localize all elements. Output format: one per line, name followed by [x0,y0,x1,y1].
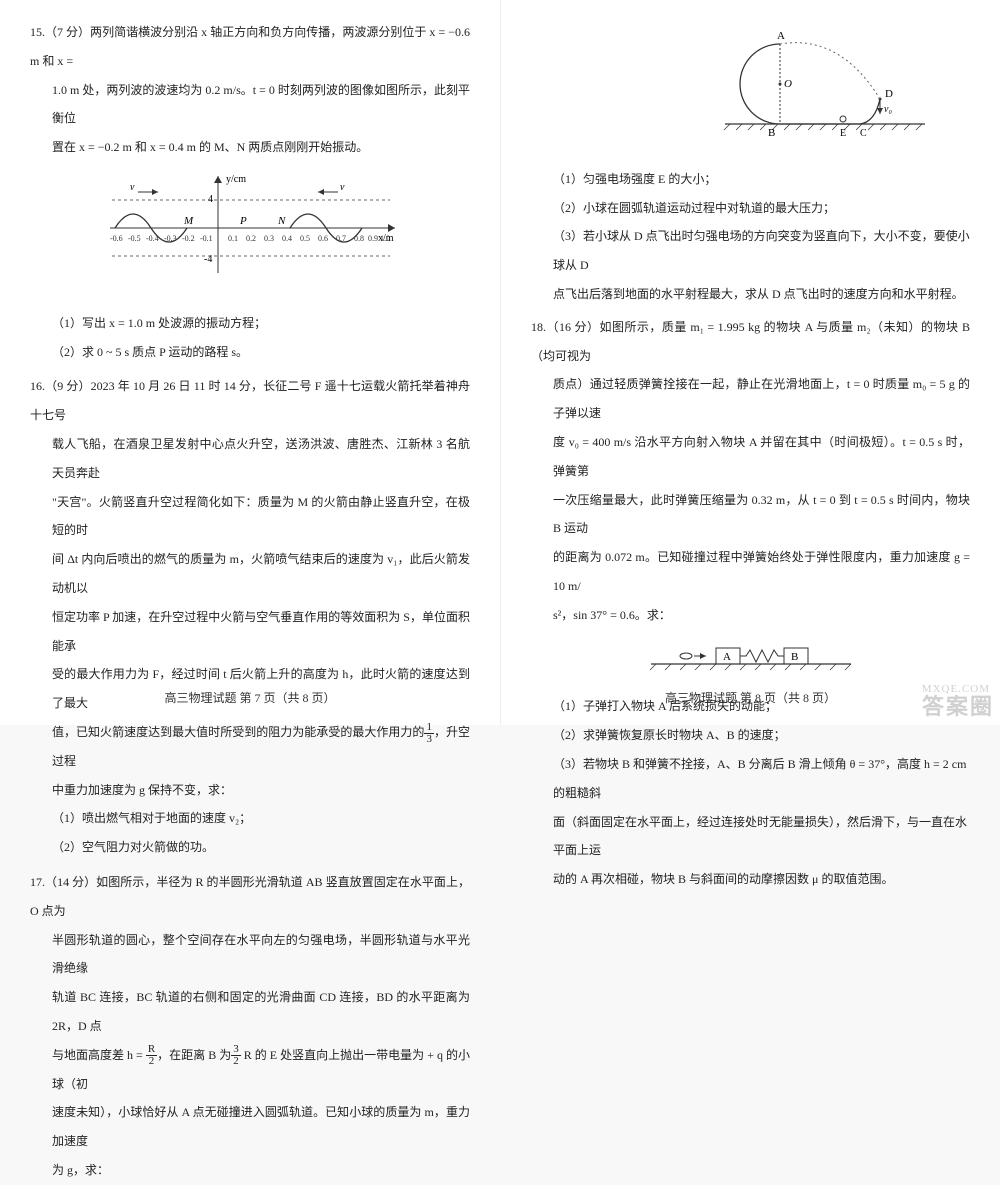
q17-s3b: 点飞出后落到地面的水平射程最大，求从 D 点飞出时的速度方向和水平射程。 [531,280,970,309]
q16-l7a: 值，已知火箭速度达到最大值时所受到的阻力为能承受的最大作用力的 [52,725,424,739]
fraction-1-3: 13 [424,722,434,745]
svg-text:-0.1: -0.1 [200,234,213,243]
svg-text:O: O [784,78,792,90]
q18-l2: 质点）通过轻质弹簧拴接在一起，静止在光滑地面上，t = 0 时质量 m₀ = 5… [531,370,970,428]
svg-text:-0.6: -0.6 [110,234,123,243]
page-right: O A B D C E v₀ （1）匀强电场强度 E 的大小； （2）小球在圆弧… [500,0,1000,725]
svg-text:v: v [340,182,345,193]
svg-text:0.5: 0.5 [300,234,310,243]
q16-l4: 间 Δt 内向后喷出的燃气的质量为 m，火箭喷气结束后的速度为 v₁，此后火箭发… [30,545,470,603]
spring-figure: A B [531,636,970,683]
svg-text:-0.3: -0.3 [164,234,177,243]
svg-text:B: B [768,127,775,139]
footer-right: 高三物理试题 第 8 页（共 8 页） [501,684,1000,713]
q18-s3: （3）若物块 B 和弹簧不拴接，A、B 分离后 B 滑上倾角 θ = 37°，高… [531,750,970,808]
q17-l2: 半圆形轨道的圆心，整个空间存在水平向左的匀强电场，半圆形轨道与水平光滑绝缘 [30,926,470,984]
q15-sub2: （2）求 0 ~ 5 s 质点 P 运动的路程 s。 [30,338,470,367]
q15-line3: 置在 x = −0.2 m 和 x = 0.4 m 的 M、N 两质点刚刚开始振… [30,133,470,162]
q17-s3: （3）若小球从 D 点飞出时匀强电场的方向突变为竖直向下，大小不变，要使小球从 … [531,222,970,280]
question-17: 17.（14 分）如图所示，半径为 R 的半圆形光滑轨道 AB 竖直放置固定在水… [30,868,470,1185]
svg-text:1.0: 1.0 [380,234,390,243]
svg-text:0.2: 0.2 [246,234,256,243]
q17-l1: 17.（14 分）如图所示，半径为 R 的半圆形光滑轨道 AB 竖直放置固定在水… [30,868,470,926]
q18-l5: 的距离为 0.072 m。已知碰撞过程中弹簧始终处于弹性限度内，重力加速度 g … [531,543,970,601]
q18-l3: 度 v₀ = 400 m/s 沿水平方向射入物块 A 并留在其中（时间极短）。t… [531,428,970,486]
question-16: 16.（9 分）2023 年 10 月 26 日 11 时 14 分，长征二号 … [30,372,470,862]
svg-text:y/cm: y/cm [226,174,246,185]
fraction-R-2: R2 [146,1044,157,1067]
arc-svg: O A B D C E v₀ [720,24,930,144]
svg-text:M: M [183,215,194,227]
q17-l4b: ，在距离 B 为 [157,1048,231,1062]
q16-s2: （2）空气阻力对火箭做的功。 [30,833,470,862]
q15-sub1: （1）写出 x = 1.0 m 处波源的振动方程； [30,309,470,338]
svg-text:0.3: 0.3 [264,234,274,243]
question-18: 18.（16 分）如图所示，质量 m₁ = 1.995 kg 的物块 A 与质量… [531,313,970,894]
svg-text:A: A [723,651,731,663]
svg-text:0.1: 0.1 [228,234,238,243]
wave-figure: y/cm x/m 4 -4 v v M P [30,168,470,299]
svg-text:E: E [840,128,846,139]
fraction-3-2: 32 [231,1044,241,1067]
q15-line2: 1.0 m 处，两列波的波速均为 0.2 m/s。t = 0 时刻两列波的图像如… [30,76,470,134]
svg-text:-0.5: -0.5 [128,234,141,243]
question-15: 15.（7 分）两列简谐横波分别沿 x 轴正方向和负方向传播，两波源分别位于 x… [30,18,470,366]
q17-s1: （1）匀强电场强度 E 的大小； [531,165,970,194]
q18-l1: 18.（16 分）如图所示，质量 m₁ = 1.995 kg 的物块 A 与质量… [531,313,970,371]
svg-text:-0.2: -0.2 [182,234,195,243]
q18-l4: 一次压缩量最大，此时弹簧压缩量为 0.32 m，从 t = 0 到 t = 0.… [531,486,970,544]
wave-svg: y/cm x/m 4 -4 v v M P [100,168,400,288]
q16-l3: "天宫"。火箭竖直升空过程简化如下：质量为 M 的火箭由静止竖直升空，在极短的时 [30,488,470,546]
q17-s2: （2）小球在圆弧轨道运动过程中对轨道的最大压力； [531,194,970,223]
svg-text:0.7: 0.7 [336,234,346,243]
svg-text:-0.4: -0.4 [146,234,159,243]
q17-l4: 与地面高度差 h = R2，在距离 B 为32 R 的 E 处竖直向上抛出一带电… [30,1041,470,1099]
svg-text:A: A [777,30,785,42]
svg-text:v: v [130,182,135,193]
svg-text:B: B [791,651,798,663]
q17-l6: 为 g，求： [30,1156,470,1185]
q16-l1: 16.（9 分）2023 年 10 月 26 日 11 时 14 分，长征二号 … [30,372,470,430]
q16-l8: 中重力加速度为 g 保持不变，求： [30,776,470,805]
svg-text:0.6: 0.6 [318,234,328,243]
svg-text:P: P [239,215,247,227]
q18-s3b: 面（斜面固定在水平面上，经过连接处时无能量损失），然后滑下，与一直在水平面上运 [531,808,970,866]
q16-s1: （1）喷出燃气相对于地面的速度 v₂； [30,804,470,833]
q16-l5: 恒定功率 P 加速，在升空过程中火箭与空气垂直作用的等效面积为 S，单位面积能承 [30,603,470,661]
svg-text:D: D [885,88,893,100]
arc-figure: O A B D C E v₀ [531,24,970,155]
spring-svg: A B [646,636,856,672]
svg-text:v₀: v₀ [884,104,892,115]
q18-s2: （2）求弹簧恢复原长时物块 A、B 的速度； [531,721,970,750]
q15-line1: 15.（7 分）两列简谐横波分别沿 x 轴正方向和负方向传播，两波源分别位于 x… [30,18,470,76]
q17-l4a: 与地面高度差 h = [52,1048,146,1062]
svg-text:N: N [277,215,286,227]
page-left: 15.（7 分）两列简谐横波分别沿 x 轴正方向和负方向传播，两波源分别位于 x… [0,0,500,725]
svg-text:0.8: 0.8 [354,234,364,243]
svg-text:4: 4 [208,194,213,205]
q16-l7: 值，已知火箭速度达到最大值时所受到的阻力为能承受的最大作用力的13，升空过程 [30,718,470,776]
q17-l3: 轨道 BC 连接，BC 轨道的右侧和固定的光滑曲面 CD 连接，BD 的水平距离… [30,983,470,1041]
q18-s3c: 动的 A 再次相碰，物块 B 与斜面间的动摩擦因数 μ 的取值范围。 [531,865,970,894]
footer-left: 高三物理试题 第 7 页（共 8 页） [0,684,500,713]
svg-text:-4: -4 [204,254,212,265]
svg-text:0.4: 0.4 [282,234,292,243]
svg-text:0.9: 0.9 [368,234,378,243]
q18-l6: s²，sin 37° = 0.6。求： [531,601,970,630]
svg-text:C: C [860,128,867,139]
q17-l5: 速度未知），小球恰好从 A 点无碰撞进入圆弧轨道。已知小球的质量为 m，重力加速… [30,1098,470,1156]
q16-l2: 载人飞船，在酒泉卫星发射中心点火升空，送汤洪波、唐胜杰、江新林 3 名航天员奔赴 [30,430,470,488]
